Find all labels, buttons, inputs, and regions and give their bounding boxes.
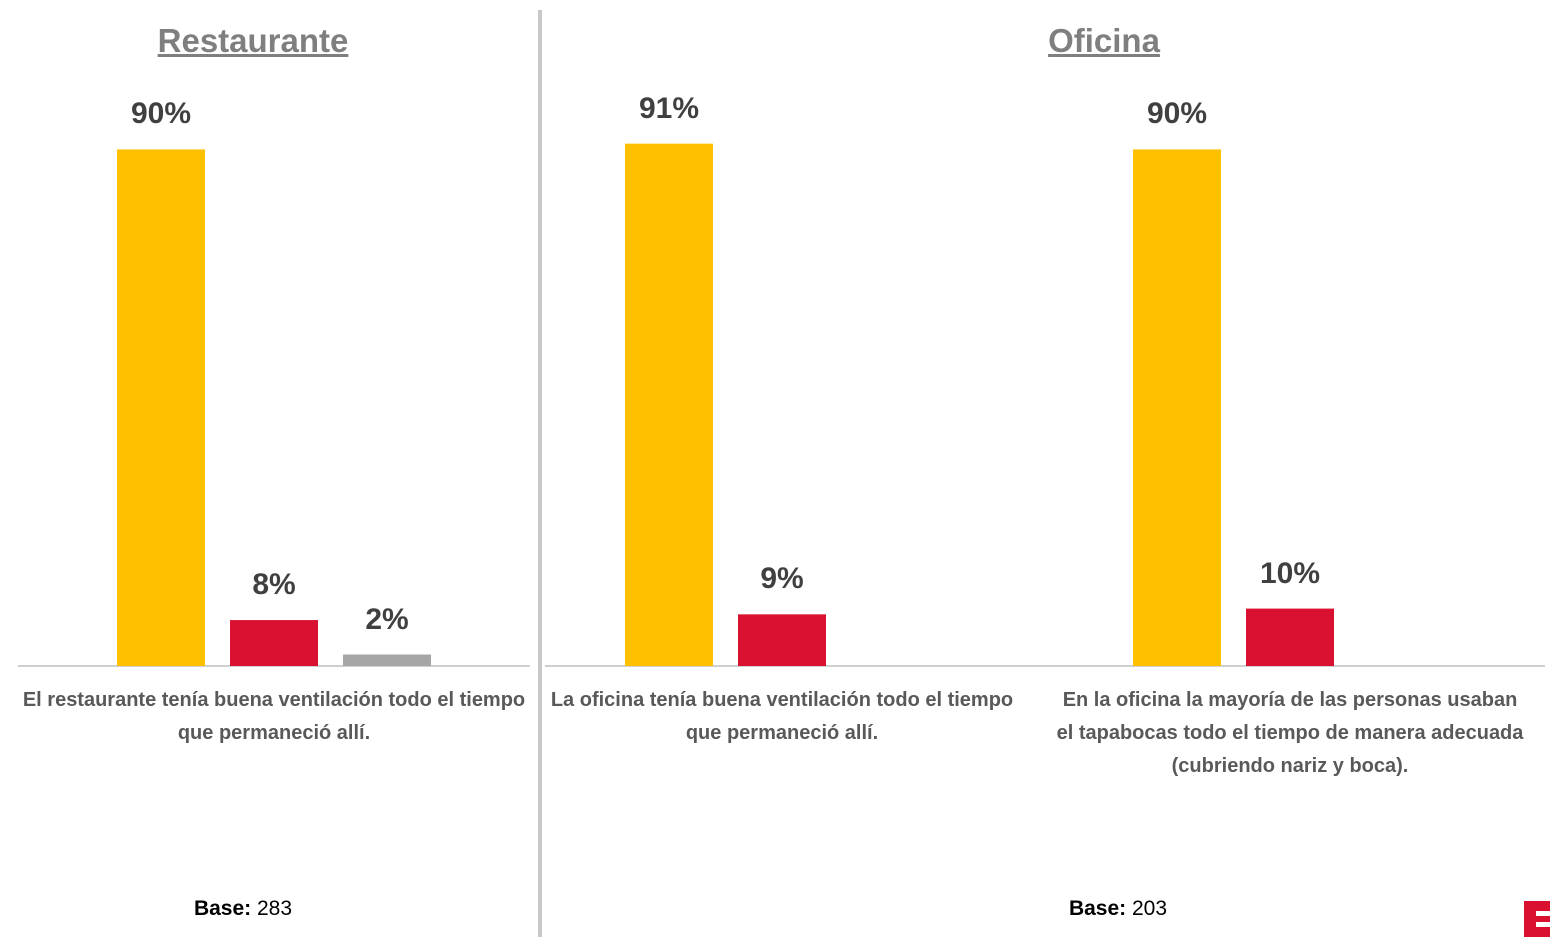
base-label: Base: xyxy=(1068,897,1127,920)
value-label: 2% xyxy=(365,602,409,636)
bar xyxy=(1133,149,1221,666)
bar xyxy=(230,620,318,666)
category-label: El restaurante tenía buena ventilación t… xyxy=(22,689,526,744)
value-label: 9% xyxy=(760,562,804,596)
value-label: 90% xyxy=(1146,97,1208,131)
panel-title: Oficina xyxy=(1048,22,1160,59)
value-label: 8% xyxy=(252,568,296,602)
bar xyxy=(625,143,713,666)
base-value: 283 xyxy=(257,897,293,920)
category-label: En la oficina la mayoría de las personas… xyxy=(1056,689,1524,777)
base-note: Base: 283 xyxy=(194,897,292,921)
bar xyxy=(1246,608,1334,666)
value-label: 90% xyxy=(130,97,192,131)
logo-cut xyxy=(1536,922,1550,927)
logo-cut xyxy=(1536,911,1550,916)
logo xyxy=(1524,901,1550,937)
bar xyxy=(738,614,826,666)
base-label: Base: xyxy=(193,897,252,920)
base-value: 203 xyxy=(1132,897,1168,920)
base-note: Base: 203 xyxy=(1069,897,1167,921)
value-label: 10% xyxy=(1259,556,1321,590)
panel-title: Restaurante xyxy=(157,22,349,59)
category-label: La oficina tenía buena ventilación todo … xyxy=(550,689,1014,744)
bar xyxy=(117,149,205,666)
bar xyxy=(343,654,431,666)
value-label: 91% xyxy=(638,91,700,125)
